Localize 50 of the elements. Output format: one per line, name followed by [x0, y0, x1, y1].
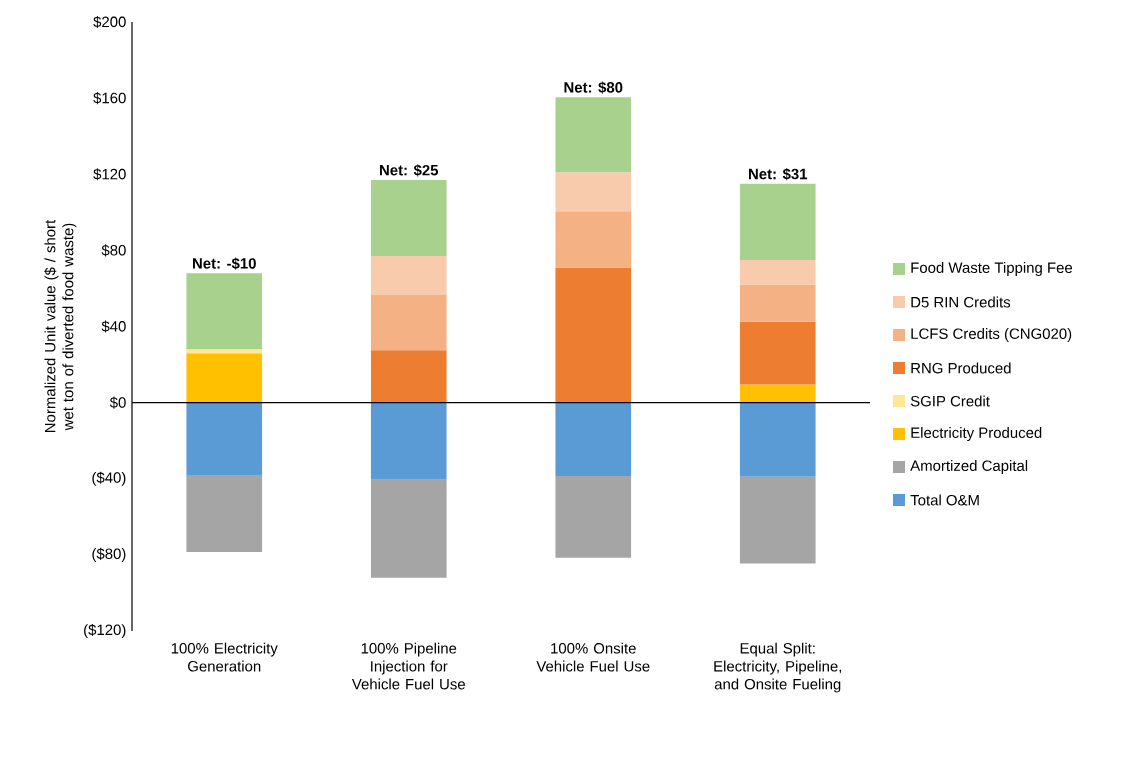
bar: [739, 476, 816, 564]
legend-label: Food Waste Tipping Fee: [911, 262, 1073, 276]
y-tick-label: $40: [101, 320, 126, 333]
bar: [739, 183, 816, 260]
bar: [739, 259, 816, 285]
legend-label: RNG Produced: [911, 362, 1011, 374]
bar: [370, 179, 447, 257]
bar: [739, 384, 816, 403]
y-tick-label: $120: [93, 168, 126, 181]
bar: [186, 273, 263, 350]
bar: [555, 402, 632, 476]
bar: [370, 479, 447, 578]
legend-label: Amortized Capital: [910, 460, 1028, 474]
x-tick-label: 100% Onsite Vehicle Fuel Use: [536, 642, 650, 672]
y-tick-label: ($120): [84, 623, 126, 639]
y-tick-label: $200: [93, 15, 126, 29]
legend-label: D5 RIN Credits: [911, 296, 1011, 308]
bar: [186, 474, 263, 553]
total-label: Net: $31: [748, 168, 808, 181]
bar: [555, 211, 632, 268]
bar: [555, 267, 632, 403]
x-tick-label: Equal Split: Electricity, Pipeline, and Onsite Fueling: [714, 642, 842, 693]
total-label: Net: $25: [379, 164, 439, 177]
y-tick-label: ($40): [92, 471, 126, 486]
x-tick-label: 100% Electricity Generation: [171, 642, 278, 672]
y-axis-title: Normalized Unit value ($ / short wet ton of diverted food waste): [44, 219, 77, 432]
bar: [370, 402, 447, 480]
y-tick-label: $0: [109, 396, 126, 409]
legend-label: SGIP Credit: [910, 395, 990, 407]
bar: [555, 172, 632, 212]
bar: [555, 475, 632, 558]
legend-label: Electricity Produced: [911, 427, 1042, 441]
bar: [739, 284, 816, 322]
bar: [186, 402, 263, 475]
bar: [370, 295, 447, 351]
total-label: Net: -$10: [193, 257, 256, 270]
x-tick-label: 100% Pipeline Injection for Vehicle Fuel Use: [351, 642, 465, 690]
bar: [186, 349, 263, 354]
bar: [739, 402, 816, 477]
bar: [370, 350, 447, 403]
legend-label: Total O&M: [910, 494, 979, 506]
y-tick-label: $160: [93, 92, 126, 105]
bar: [739, 321, 816, 385]
total-label: Net: $80: [564, 81, 623, 94]
y-tick-label: ($80): [92, 547, 126, 562]
legend-label: LCFS Credits (CNG020): [911, 328, 1072, 342]
bar: [370, 256, 447, 296]
y-tick-label: $80: [101, 244, 126, 257]
bar: [186, 353, 263, 403]
bar: [555, 97, 632, 173]
